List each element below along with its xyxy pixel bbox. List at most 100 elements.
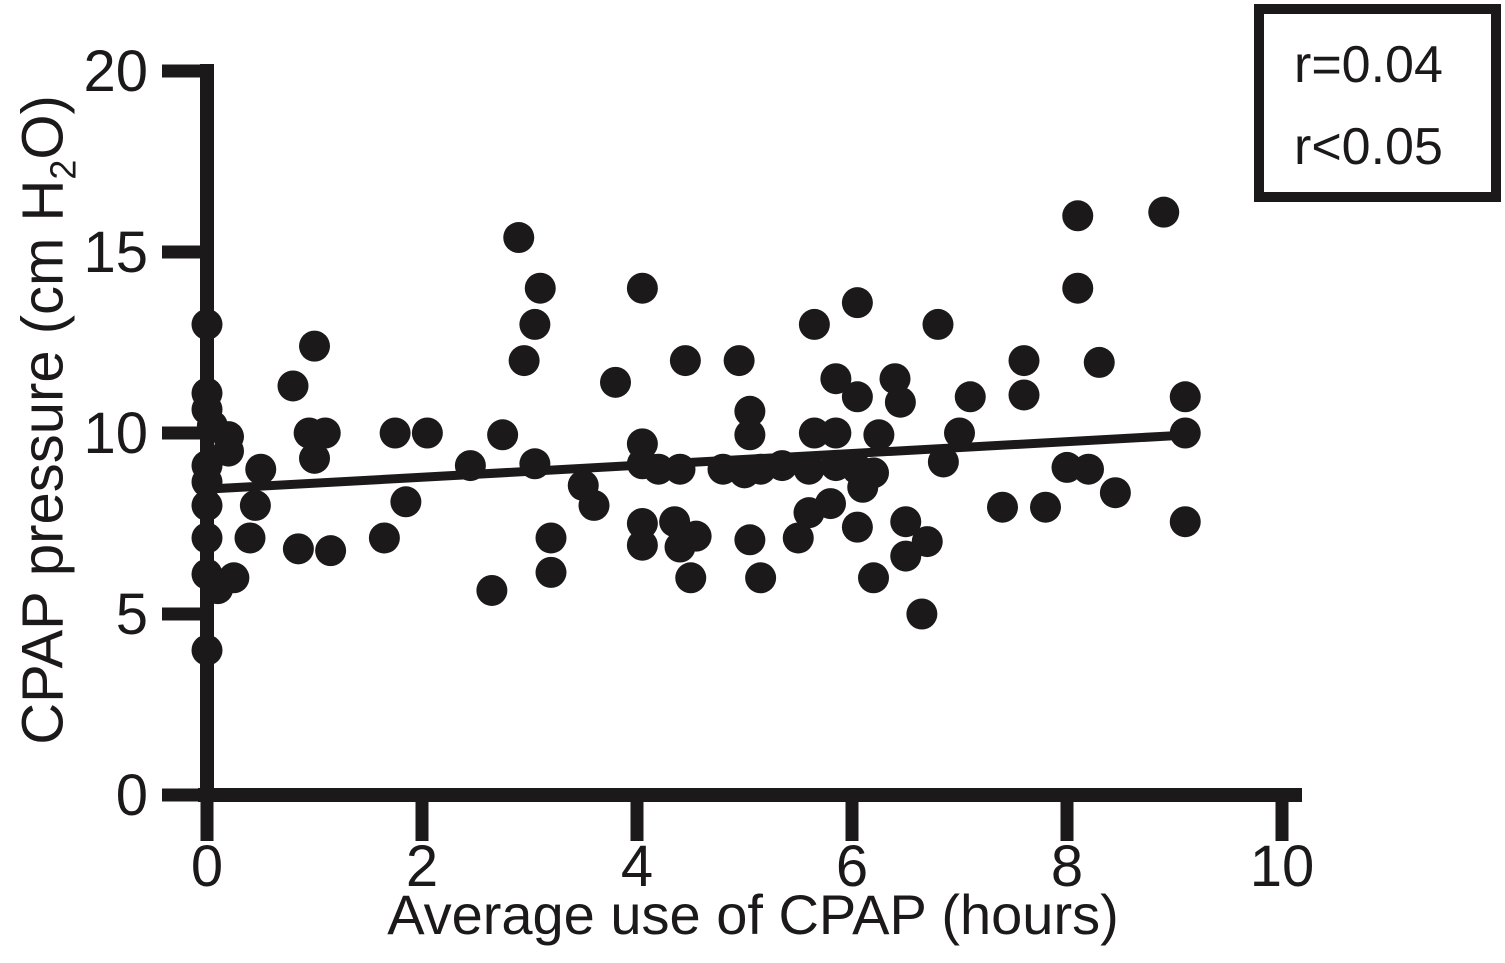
x-tick-label: 8 xyxy=(1051,834,1083,899)
data-point xyxy=(519,308,551,340)
legend-box: r=0.04 r<0.05 xyxy=(1254,4,1501,202)
data-point xyxy=(277,370,309,402)
data-point xyxy=(245,453,277,485)
y-axis-title-post: O) xyxy=(10,95,76,160)
data-point xyxy=(798,417,830,449)
trend-line xyxy=(206,430,1191,494)
data-point xyxy=(793,453,825,485)
data-point xyxy=(1099,477,1131,509)
legend-line-r-value: r=0.04 xyxy=(1294,36,1443,94)
data-point xyxy=(535,556,567,588)
data-point xyxy=(1062,200,1094,232)
x-tick-label: 4 xyxy=(621,834,653,899)
data-point xyxy=(191,634,223,666)
y-tick-label: 0 xyxy=(116,763,148,828)
legend-line-p-value: r<0.05 xyxy=(1294,118,1443,176)
data-point xyxy=(734,524,766,556)
x-tick-label: 0 xyxy=(191,834,223,899)
data-point xyxy=(578,489,610,521)
data-point xyxy=(191,522,223,554)
data-point xyxy=(858,562,889,594)
data-point xyxy=(906,598,938,630)
data-point xyxy=(626,272,658,304)
data-point xyxy=(315,535,347,567)
data-point xyxy=(815,488,846,520)
data-point xyxy=(890,506,922,538)
data-point xyxy=(1169,506,1201,538)
data-point xyxy=(847,471,879,503)
data-point xyxy=(1062,272,1094,304)
data-point xyxy=(734,419,766,451)
data-point xyxy=(782,522,814,554)
data-point xyxy=(487,419,519,451)
y-tick-label: 10 xyxy=(83,401,148,466)
data-point xyxy=(1008,345,1040,377)
data-point xyxy=(734,395,766,427)
x-tick-label: 6 xyxy=(836,834,868,899)
data-point xyxy=(626,529,658,561)
data-point xyxy=(234,522,266,554)
data-point xyxy=(1083,346,1115,378)
data-point xyxy=(191,308,223,340)
data-point xyxy=(503,222,535,254)
data-point xyxy=(669,345,701,377)
data-point xyxy=(626,508,658,539)
data-point xyxy=(944,417,975,449)
data-point xyxy=(863,419,895,451)
data-point xyxy=(890,540,922,572)
data-point xyxy=(524,272,556,304)
data-point xyxy=(766,450,798,482)
data-point xyxy=(1148,196,1180,228)
data-point xyxy=(841,381,873,413)
x-axis-title: Average use of CPAP (hours) xyxy=(387,883,1119,946)
data-point xyxy=(508,345,540,377)
data-point xyxy=(798,308,830,340)
data-point xyxy=(841,287,873,319)
y-tick-label: 20 xyxy=(83,39,148,104)
data-point xyxy=(411,417,443,449)
data-point xyxy=(476,574,508,606)
data-point xyxy=(1030,491,1061,523)
data-point xyxy=(1073,453,1104,485)
data-point xyxy=(1169,381,1201,413)
y-tick-label: 15 xyxy=(83,220,148,285)
data-point xyxy=(1008,379,1040,411)
data-point xyxy=(987,491,1018,523)
x-tick-label: 10 xyxy=(1250,834,1315,899)
data-point xyxy=(239,489,271,521)
y-axis-title: CPAP pressure (cm H2O) xyxy=(10,95,85,745)
data-point xyxy=(390,486,422,518)
data-point xyxy=(535,522,567,554)
data-point xyxy=(820,363,852,395)
x-tick-label: 2 xyxy=(406,834,438,899)
data-point xyxy=(379,417,411,449)
data-point xyxy=(191,466,223,498)
data-point xyxy=(841,511,873,543)
data-point xyxy=(299,442,330,474)
data-point xyxy=(1169,417,1201,449)
data-point xyxy=(675,562,707,594)
data-point xyxy=(454,450,486,482)
y-axis-title-pre: CPAP pressure (cm H xyxy=(10,179,76,745)
y-axis-title-sub: 2 xyxy=(42,159,84,180)
data-point xyxy=(643,453,674,485)
data-point xyxy=(820,417,852,449)
data-point xyxy=(745,562,777,594)
data-point xyxy=(299,330,330,362)
data-point xyxy=(723,345,755,377)
data-point xyxy=(368,522,400,554)
data-point xyxy=(954,381,986,413)
data-point xyxy=(927,446,959,478)
data-point xyxy=(202,573,234,605)
data-point xyxy=(884,386,916,418)
data-point xyxy=(309,417,341,449)
y-tick-label: 5 xyxy=(116,582,148,647)
data-point xyxy=(664,453,696,485)
data-point xyxy=(191,489,223,521)
data-point xyxy=(922,308,954,340)
data-point xyxy=(282,533,314,565)
data-point xyxy=(519,448,551,480)
data-point xyxy=(600,366,631,398)
